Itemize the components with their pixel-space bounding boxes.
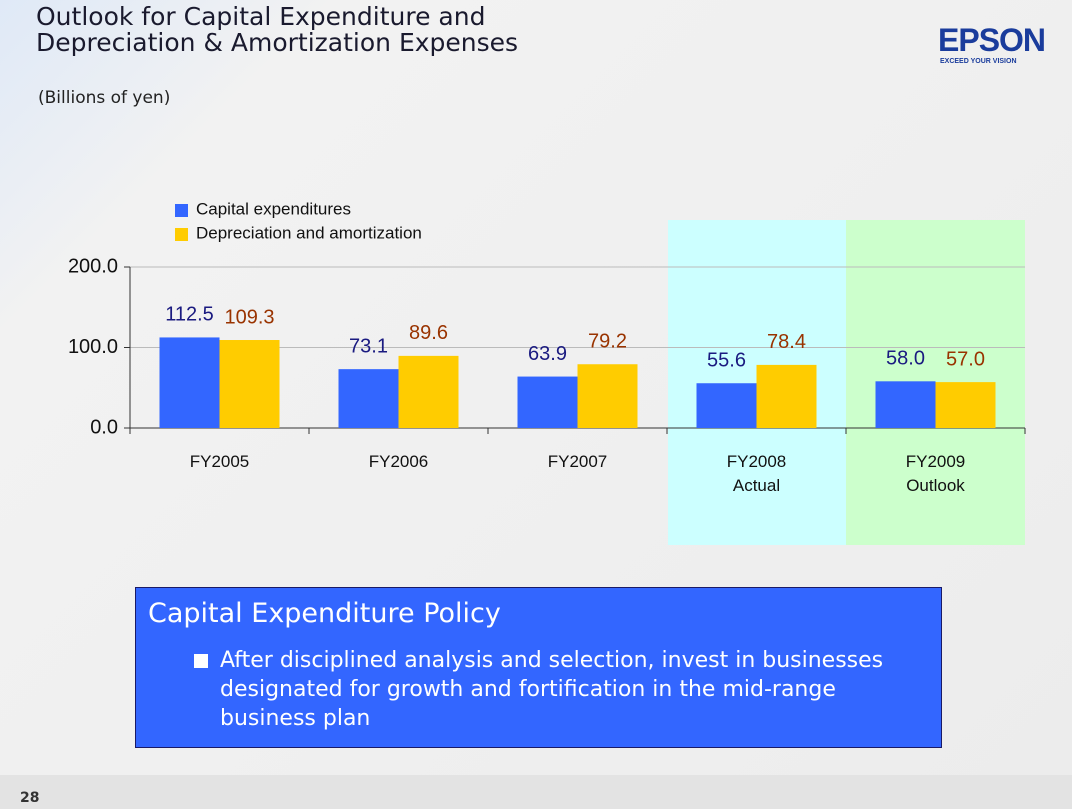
bar — [159, 337, 220, 428]
x-tick-label: FY2005 — [189, 452, 250, 471]
value-label: 58.0 — [886, 348, 925, 370]
bar — [696, 383, 757, 428]
y-tick-label: 200.0 — [68, 255, 118, 277]
page-number: 28 — [20, 790, 40, 806]
logo-tagline: EXCEED YOUR VISION — [940, 58, 1017, 65]
value-label: 57.0 — [946, 348, 985, 370]
x-tick-label: FY2006 — [368, 452, 429, 471]
bar — [577, 364, 638, 428]
bar — [756, 364, 817, 428]
bar — [935, 382, 996, 428]
policy-bullet: After disciplined analysis and selection… — [194, 646, 924, 733]
value-label: 112.5 — [165, 304, 214, 326]
legend-swatch — [175, 228, 188, 241]
value-label: 55.6 — [707, 350, 746, 372]
value-label: 78.4 — [767, 331, 806, 353]
policy-list: After disciplined analysis and selection… — [194, 646, 924, 733]
slide-title: Outlook for Capital Expenditure and Depr… — [36, 2, 519, 57]
legend-label: Capital expenditures — [196, 199, 351, 218]
bar — [219, 340, 280, 428]
value-label: 73.1 — [349, 335, 388, 357]
policy-heading: Capital Expenditure Policy — [148, 598, 501, 629]
x-tick-label: FY2007 — [547, 452, 608, 471]
bar — [338, 369, 399, 428]
y-tick-label: 0.0 — [90, 416, 118, 438]
footer-bar — [0, 775, 1072, 809]
bar — [398, 355, 459, 428]
value-label: 109.3 — [224, 306, 274, 328]
x-tick-label: FY2008 Actual — [726, 452, 787, 495]
y-tick-label: 100.0 — [68, 336, 118, 358]
chart-subtitle: (Billions of yen) — [38, 88, 171, 108]
logo: EPSON — [938, 22, 1046, 58]
value-label: 89.6 — [409, 322, 448, 344]
bar — [875, 381, 936, 428]
value-label: 63.9 — [528, 343, 567, 365]
x-tick-label: FY2009 Outlook — [905, 452, 966, 495]
legend-swatch — [175, 204, 188, 217]
legend-label: Depreciation and amortization — [196, 223, 422, 242]
policy-box: Capital Expenditure Policy After discipl… — [135, 587, 942, 748]
bar — [517, 376, 578, 428]
value-label: 79.2 — [588, 331, 627, 353]
